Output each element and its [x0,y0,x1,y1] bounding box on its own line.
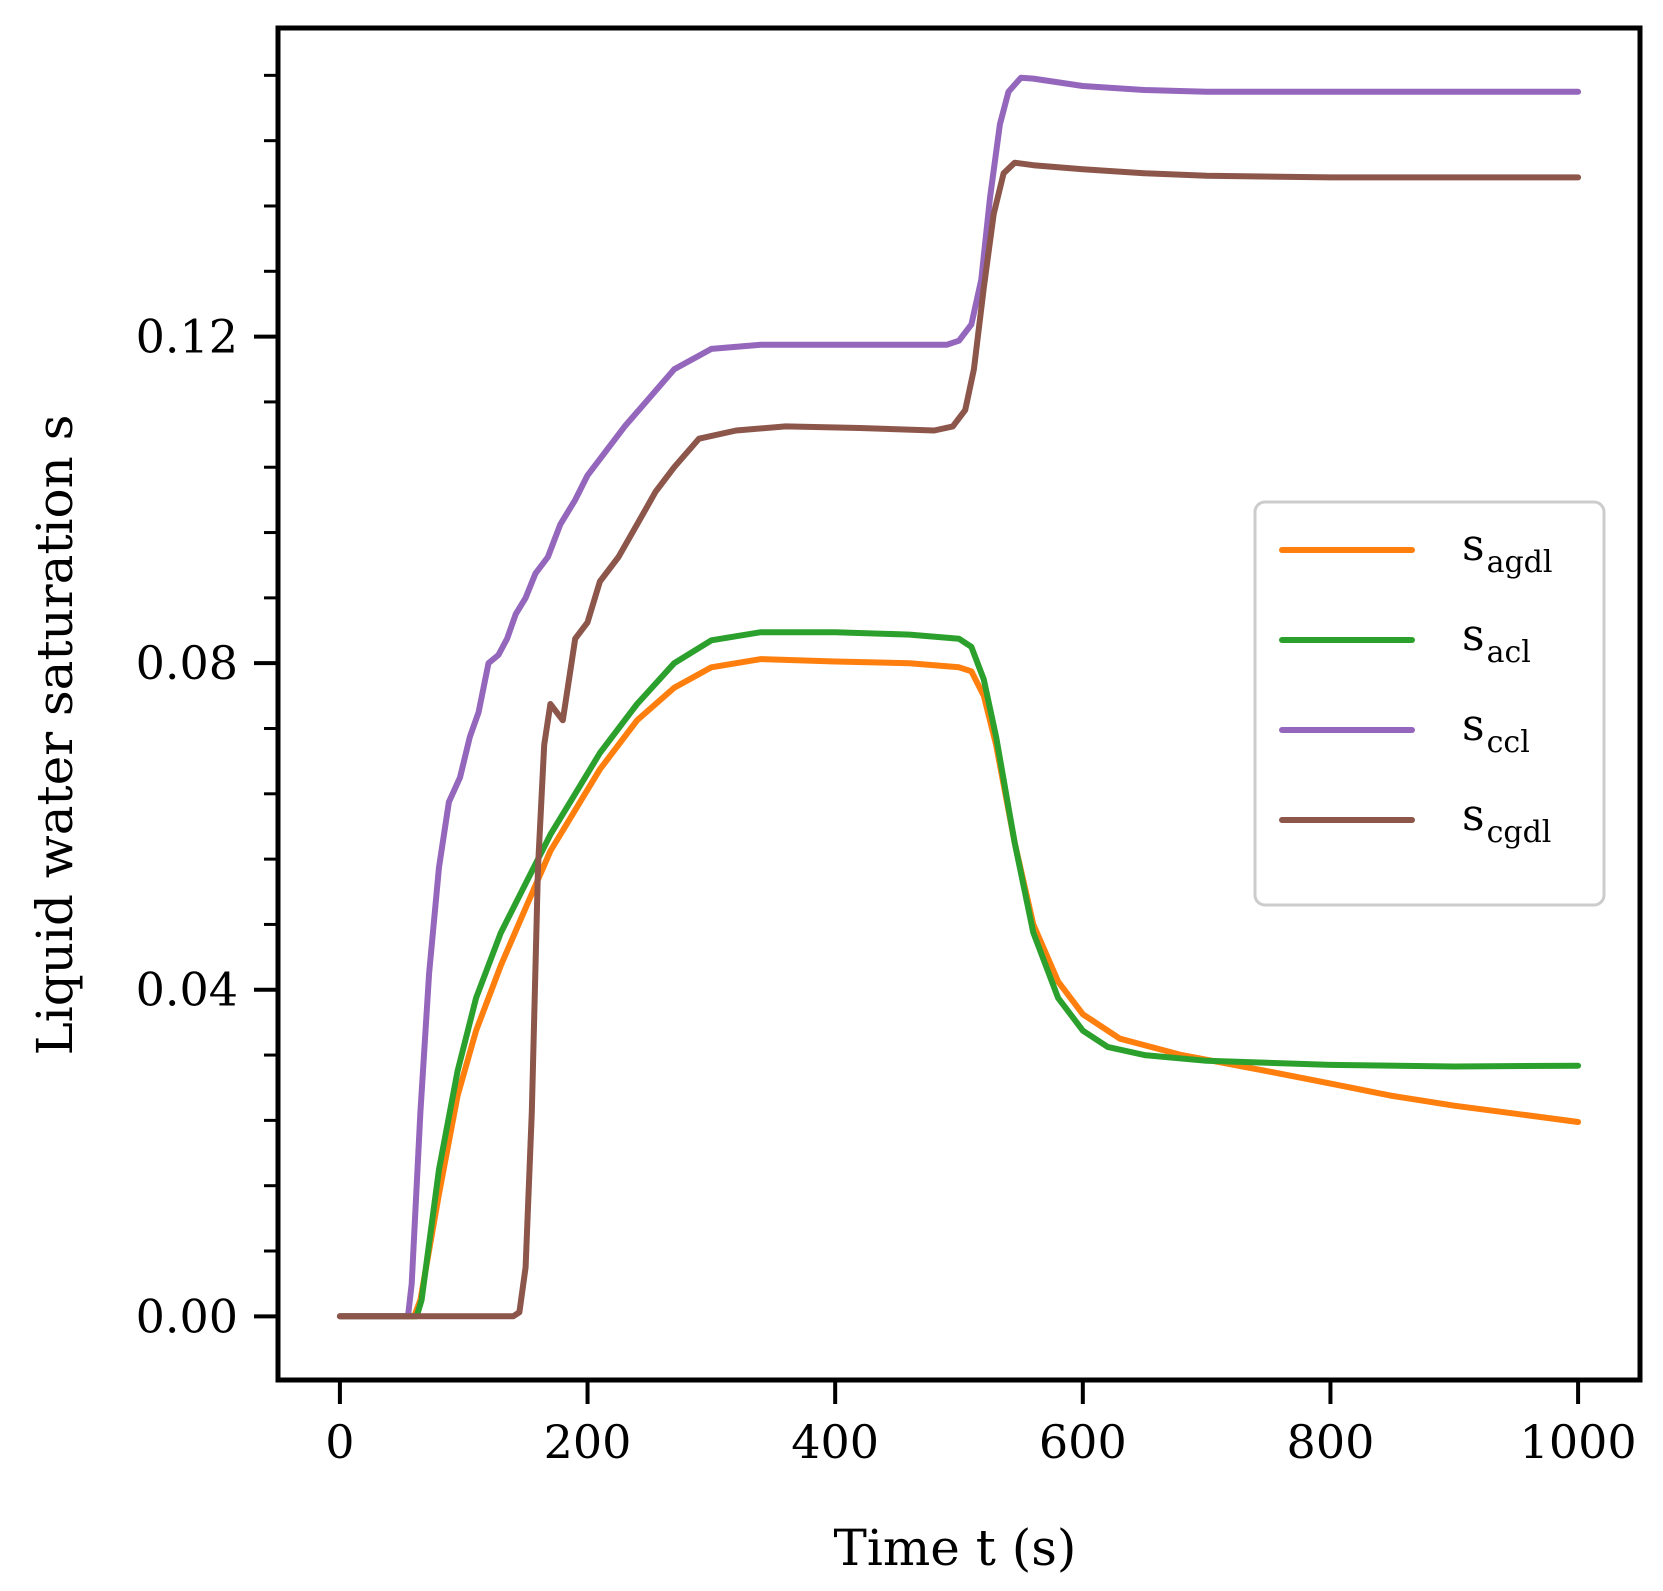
series-line-acl [336,629,1582,1320]
legend-label-cgdl: scgdl [1462,790,1551,850]
x-tick-label: 0 [325,1415,354,1469]
x-tick-label: 1000 [1520,1415,1637,1469]
y-axis-label: Liquid water saturation s [26,415,84,1056]
x-axis-label: Time t (s) [834,1519,1077,1577]
legend-label-acl: sacl [1462,610,1531,670]
x-axis-ticks: 0 200 400 600 800 1000 [325,1380,1637,1469]
legend-label-ccl: sccl [1462,700,1530,760]
x-tick-label: 400 [791,1415,879,1469]
series-line-agdl [336,656,1582,1320]
y-tick-label: 0.04 [136,963,238,1017]
legend-frame [1253,500,1606,907]
x-tick-label: 800 [1287,1415,1375,1469]
series-line-cgdl [336,159,1582,1320]
series-layer [336,74,1582,1320]
y-tick-label: 0.12 [136,310,238,364]
series-line-ccl [336,74,1582,1320]
legend: sagdl sacl sccl scgdl [1253,500,1606,907]
plot-frame [275,25,1643,1383]
x-tick-label: 600 [1039,1415,1127,1469]
y-axis-ticks: 0.00 0.04 0.08 0.12 [136,310,278,1343]
y-tick-label: 0.08 [136,636,238,690]
legend-label-agdl: sagdl [1462,520,1552,580]
y-tick-label: 0.00 [136,1289,238,1343]
x-tick-label: 200 [544,1415,632,1469]
